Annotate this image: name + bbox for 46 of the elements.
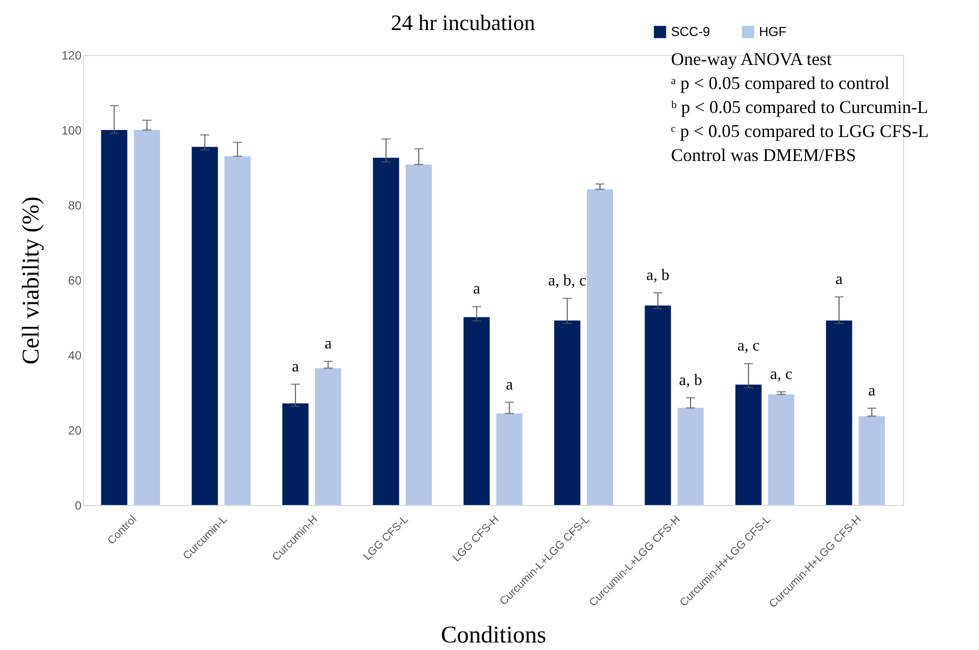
legend-label: SCC-9 [671, 24, 710, 39]
data-label: a [473, 280, 480, 298]
data-label: a [324, 335, 332, 352]
data-label: a [868, 382, 876, 400]
bar [768, 394, 794, 505]
y-tick-label: 120 [61, 48, 82, 62]
data-label: a [292, 358, 299, 376]
bar [735, 384, 762, 505]
data-label: a, b [646, 266, 670, 284]
bar [315, 368, 342, 505]
bar [101, 130, 128, 505]
bar [282, 403, 309, 505]
annotation: ᶜ p < 0.05 compared to LGG CFS-L [671, 121, 929, 141]
bar [464, 317, 490, 505]
bar [677, 408, 704, 505]
data-label: a, c [770, 366, 792, 383]
y-tick-label: 60 [68, 274, 82, 288]
bar [586, 189, 614, 505]
bar [496, 414, 522, 505]
annotation: One-way ANOVA test [671, 49, 832, 69]
data-label: a, b, c [548, 272, 586, 290]
annotation: ᵃ p < 0.05 compared to control [671, 73, 890, 93]
bar [644, 306, 671, 505]
bar [826, 320, 852, 505]
y-tick-label: 80 [68, 198, 82, 212]
annotation: ᵇ p < 0.05 compared to Curcumin-L [671, 97, 928, 117]
annotation: Control was DMEM/FBS [671, 145, 856, 165]
y-tick-label: 0 [74, 498, 82, 512]
chart-title: 24 hr incubation [390, 10, 536, 35]
bar [406, 164, 432, 505]
data-label: a [836, 270, 843, 288]
bar [192, 146, 218, 505]
y-tick-label: 20 [68, 424, 82, 438]
y-tick-label: 100 [61, 124, 82, 138]
legend-label: HGF [759, 24, 786, 39]
data-label: a [506, 376, 513, 394]
y-axis-title: Cell viability (%) [18, 196, 44, 364]
bar [134, 130, 160, 505]
data-label: a, c [737, 338, 760, 355]
x-axis-title: Conditions [440, 622, 546, 649]
bar [224, 156, 251, 505]
bar [372, 158, 400, 505]
bar [858, 416, 885, 505]
y-tick-label: 40 [68, 348, 82, 362]
bar [554, 320, 580, 505]
data-label: a, b [679, 372, 702, 389]
